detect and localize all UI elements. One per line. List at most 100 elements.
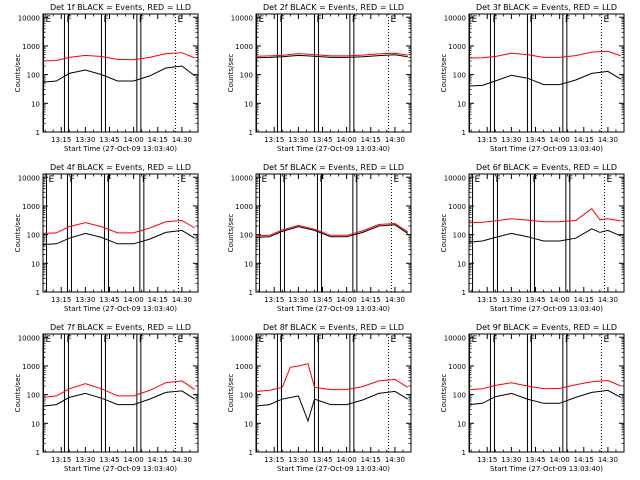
x-tick-label: 13:30	[501, 136, 521, 144]
x-tick-label: 14:00	[124, 456, 144, 464]
x-tick-label: 13:15	[51, 136, 71, 144]
plot-frame	[42, 333, 199, 453]
y-tick-label: 1000	[235, 203, 253, 211]
y-tick-label: 100	[240, 392, 253, 400]
x-tick-label: 14:00	[337, 136, 357, 144]
y-tick-label: 10	[457, 260, 466, 268]
y-tick-label: 1000	[235, 363, 253, 371]
marker-letter: E	[472, 335, 478, 345]
marker-letter: E	[46, 335, 52, 345]
panel-title: Det 4f BLACK = Events, RED = LLD	[50, 163, 191, 172]
x-tick-label: 14:15	[361, 296, 381, 304]
plot-frame	[468, 333, 625, 453]
y-axis-label: Counts/sec	[440, 54, 448, 93]
series-line-events	[256, 54, 408, 59]
marker-letter: F	[352, 15, 357, 25]
x-tick-label: 14:15	[361, 456, 381, 464]
y-tick-label: 10	[31, 260, 40, 268]
x-tick-label: 14:00	[550, 456, 570, 464]
marker-letter: F	[103, 335, 108, 345]
marker-letter: F	[492, 15, 497, 25]
marker-letter: F	[103, 15, 108, 25]
plot-frame	[255, 333, 412, 453]
panel-det-4: Det 4f BLACK = Events, RED = LLD 1 10 100 10…	[14, 163, 199, 313]
x-tick-label: 13:45	[99, 456, 119, 464]
series-line-events	[469, 389, 622, 406]
marker-letter: E	[393, 175, 399, 185]
y-tick-label: 1	[249, 129, 253, 137]
marker-letter: E	[603, 15, 609, 25]
marker-letter: F	[568, 175, 573, 185]
x-tick-label: 13:30	[501, 456, 521, 464]
series-line-events	[469, 228, 621, 243]
marker-letter: F	[66, 335, 71, 345]
marker-letter: E	[259, 15, 265, 25]
y-tick-label: 100	[453, 392, 466, 400]
x-tick-label: 14:30	[598, 296, 618, 304]
marker-letter: F	[106, 175, 111, 185]
x-tick-label: 14:00	[337, 456, 357, 464]
x-tick-label: 13:15	[264, 296, 284, 304]
x-axis-label: Start Time (27-Oct-09 13:03:40)	[277, 465, 390, 473]
series-line-lld	[256, 222, 409, 237]
y-tick-label: 1	[36, 449, 40, 457]
x-tick-label: 14:30	[172, 456, 192, 464]
y-tick-label: 100	[453, 232, 466, 240]
y-axis-label: Counts/sec	[227, 374, 235, 413]
y-tick-label: 10	[244, 420, 253, 428]
series-line-lld	[469, 379, 621, 391]
x-tick-label: 14:15	[574, 296, 594, 304]
y-tick-label: 10	[457, 100, 466, 108]
x-tick-label: 14:30	[598, 456, 618, 464]
panel-det-8: Det 8f BLACK = Events, RED = LLD 1 10 100 10…	[227, 323, 412, 473]
x-axis-label: Start Time (27-Oct-09 13:03:40)	[277, 305, 390, 313]
panel-det-3: Det 3f BLACK = Events, RED = LLD 1 10 100 10…	[440, 3, 625, 153]
x-tick-label: 13:15	[264, 136, 284, 144]
series-line-events	[469, 70, 622, 87]
marker-letter: E	[177, 15, 183, 25]
x-tick-label: 13:45	[525, 296, 545, 304]
y-tick-label: 10	[31, 100, 40, 108]
panel-title: Det 9f BLACK = Events, RED = LLD	[476, 323, 617, 332]
x-tick-label: 14:30	[598, 136, 618, 144]
marker-letter: F	[532, 175, 537, 185]
x-tick-label: 13:30	[75, 136, 95, 144]
marker-letter: F	[355, 175, 360, 185]
y-tick-label: 1	[462, 289, 466, 297]
x-tick-label: 14:00	[337, 296, 357, 304]
marker-letter: F	[319, 175, 324, 185]
y-tick-label: 10000	[231, 174, 253, 182]
x-tick-label: 14:15	[148, 456, 168, 464]
y-axis-label: Counts/sec	[14, 374, 22, 413]
x-tick-label: 14:15	[574, 136, 594, 144]
marker-letter: F	[279, 335, 284, 345]
marker-letter: F	[316, 15, 321, 25]
marker-letter: F	[495, 175, 500, 185]
y-tick-label: 100	[240, 72, 253, 80]
series-line-lld	[469, 208, 621, 224]
y-tick-label: 1	[462, 449, 466, 457]
series-line-events	[43, 229, 196, 246]
marker-letter: F	[316, 335, 321, 345]
x-axis-label: Start Time (27-Oct-09 13:03:40)	[64, 305, 177, 313]
x-tick-label: 13:15	[264, 456, 284, 464]
x-tick-label: 13:15	[51, 456, 71, 464]
series-line-lld	[43, 219, 196, 234]
marker-letter: F	[352, 335, 357, 345]
marker-letter: F	[492, 335, 497, 345]
y-tick-label: 10000	[18, 14, 40, 22]
marker-letter: E	[390, 335, 396, 345]
y-tick-label: 1000	[22, 43, 40, 51]
y-tick-label: 10000	[18, 334, 40, 342]
x-tick-label: 13:15	[51, 296, 71, 304]
plot-frame	[468, 173, 625, 293]
panel-det-2: Det 2f BLACK = Events, RED = LLD 1 10 100 10…	[227, 3, 412, 153]
y-axis-label: Counts/sec	[440, 214, 448, 253]
marker-letter: F	[69, 175, 74, 185]
y-axis-label: Counts/sec	[14, 214, 22, 253]
marker-letter: E	[603, 335, 609, 345]
x-tick-label: 13:45	[312, 456, 332, 464]
panel-title: Det 8f BLACK = Events, RED = LLD	[263, 323, 404, 332]
